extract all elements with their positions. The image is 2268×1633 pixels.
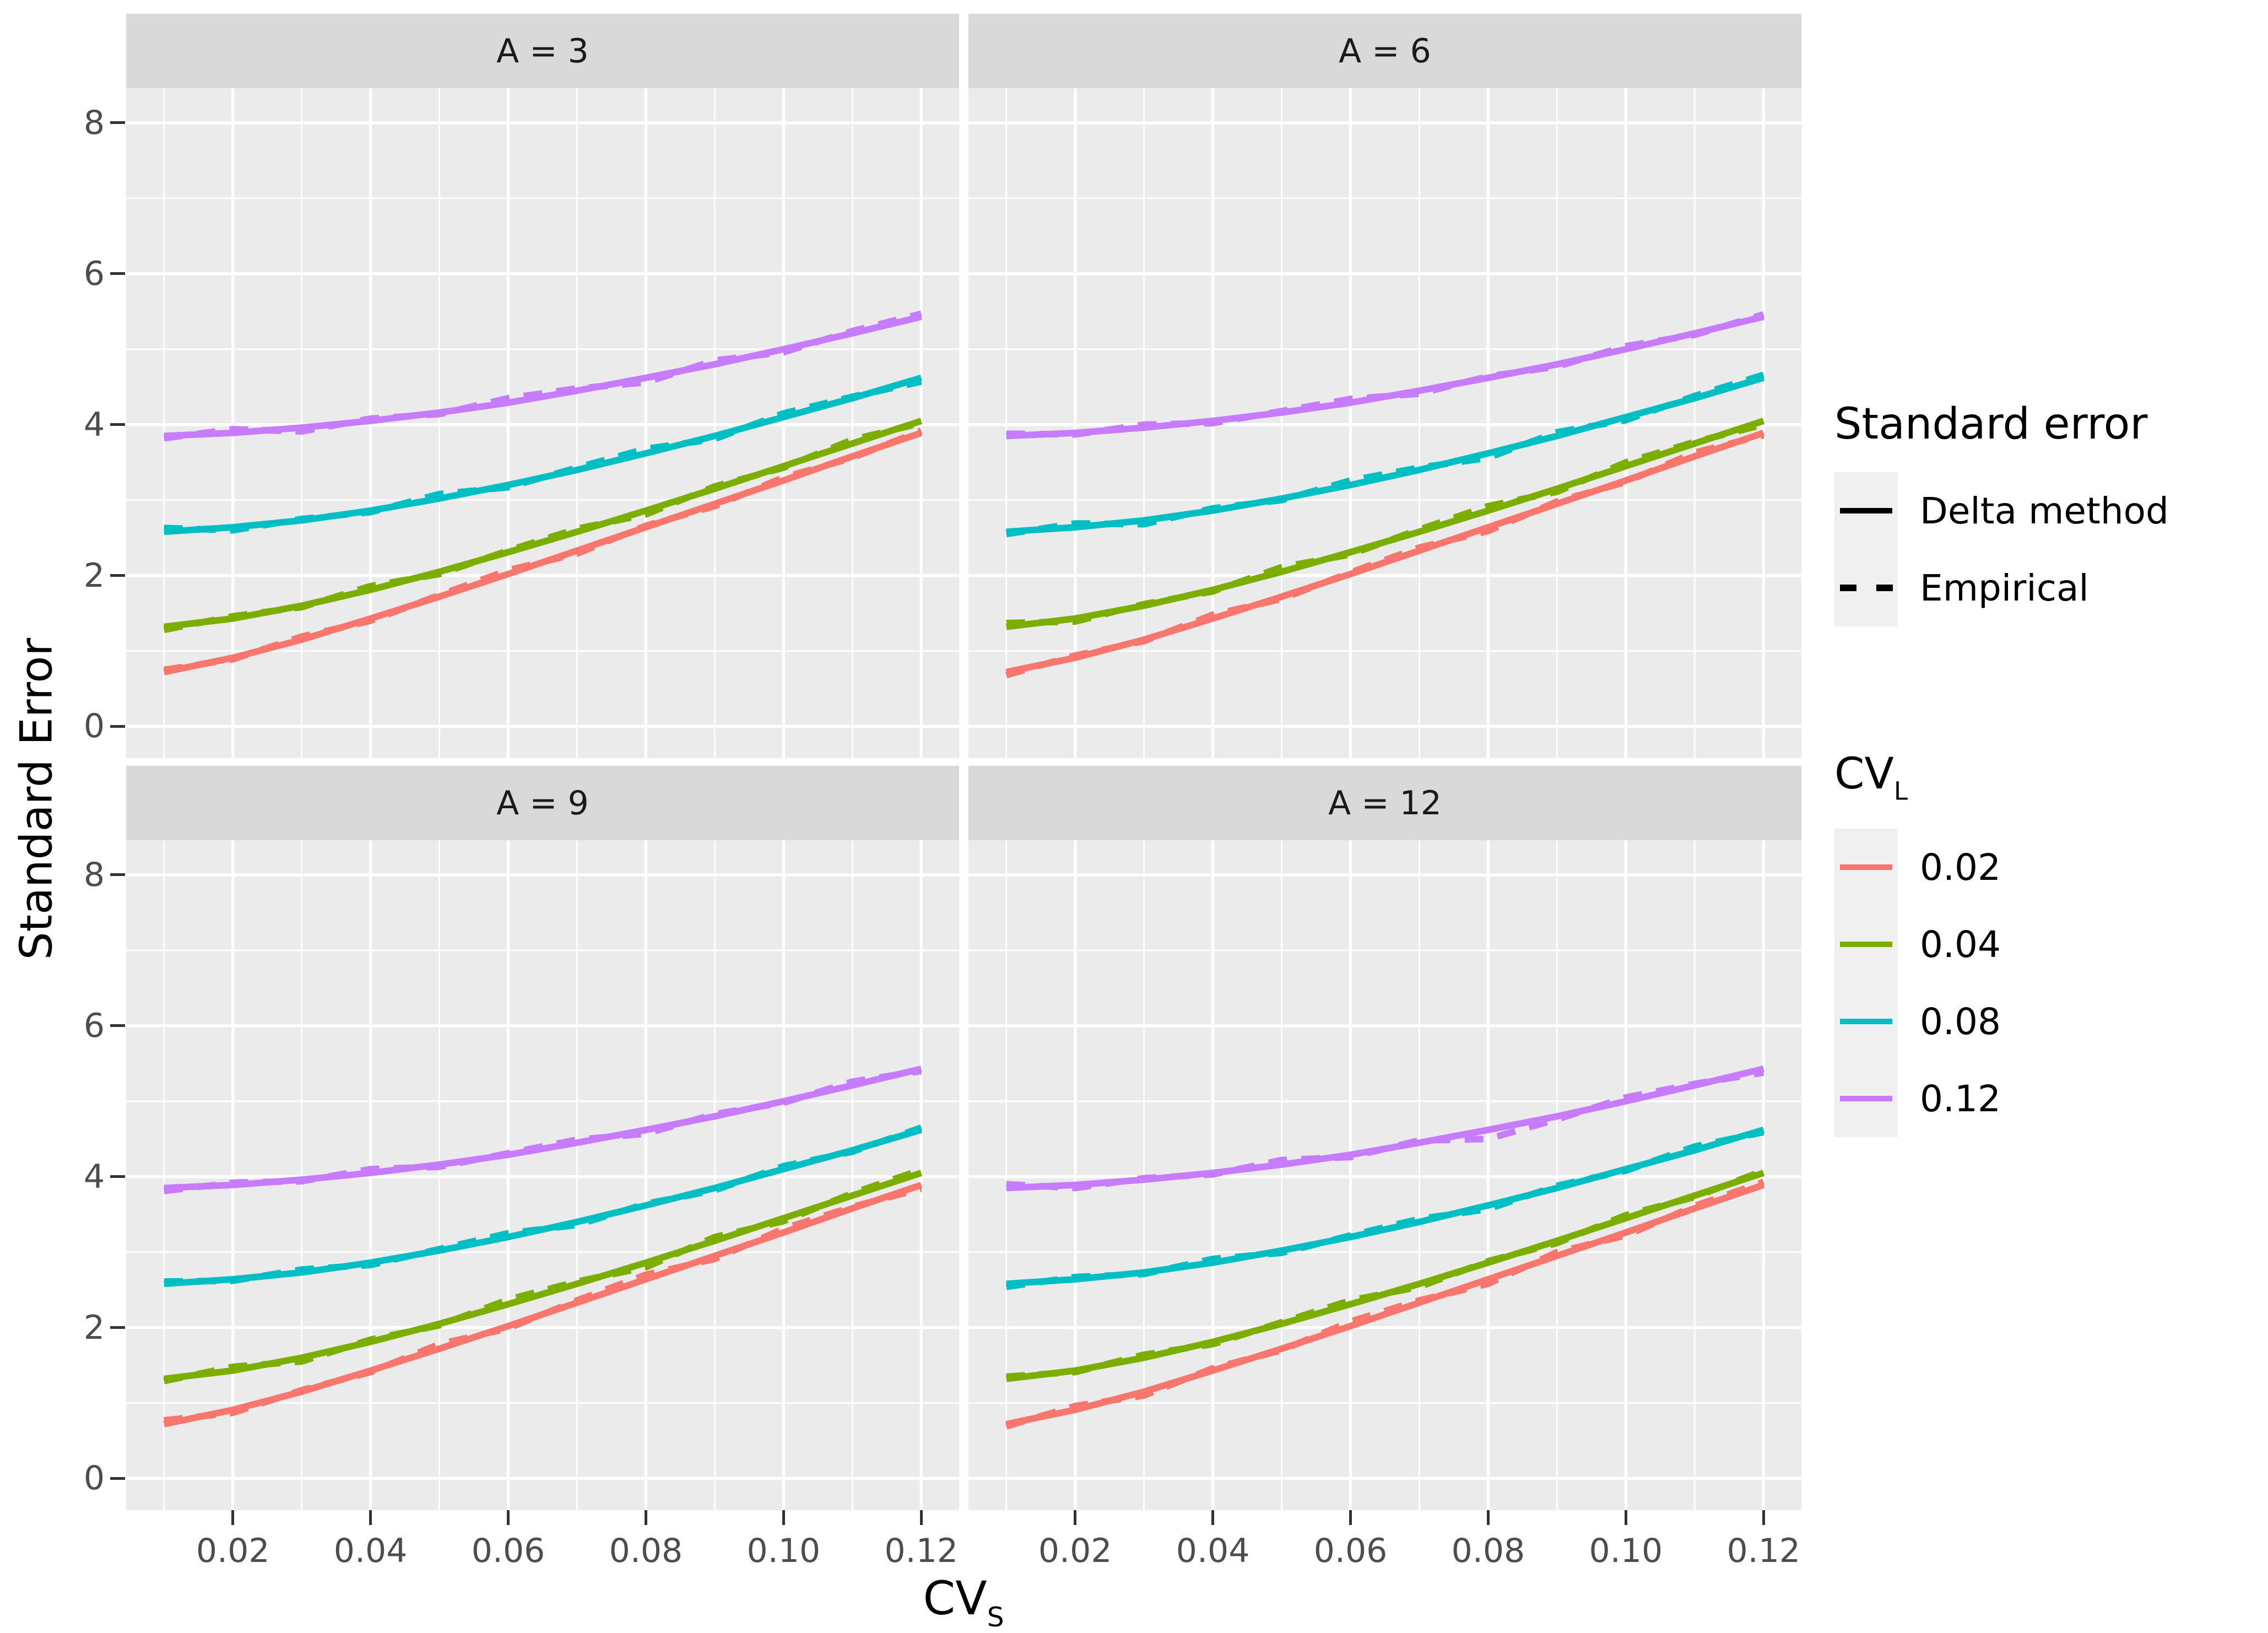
y-axis-tick (110, 423, 125, 426)
facet-panel-a3 (126, 88, 959, 758)
x-axis-tick (644, 1510, 647, 1525)
y-axis-tick (110, 121, 125, 125)
legend-color-title-subscript: L (1893, 776, 1908, 806)
legend-linetype-title: Standard error (1834, 399, 2148, 449)
legend-item-cvl-002: 0.02 (1834, 829, 2001, 906)
legend-key-cvl-004 (1834, 906, 1898, 983)
x-axis-tick (1486, 1510, 1490, 1525)
legend-key-dashed-line (1834, 549, 1898, 626)
legend-key-solid-line (1834, 472, 1898, 549)
legend-color-title: CVL (1834, 749, 2001, 805)
x-axis-tick-label: 0.02 (196, 1532, 270, 1570)
legend-color: CVL 0.02 0.04 0.08 (1834, 749, 2001, 1138)
y-axis-tick-label: 2 (83, 556, 105, 595)
x-axis-tick (1211, 1510, 1215, 1525)
legend-key-cvl-008 (1834, 983, 1898, 1061)
x-axis-tick-label: 0.04 (333, 1532, 408, 1570)
red-line-sample-icon (1840, 864, 1892, 870)
facet-panel-a6 (968, 88, 1801, 758)
x-axis-tick-label: 0.06 (471, 1532, 545, 1570)
legend-label-cvl-012: 0.12 (1920, 1077, 2001, 1120)
facet-panel-a12-plot (968, 840, 1801, 1510)
y-axis-tick-label: 2 (83, 1308, 105, 1347)
y-axis-title: Standard Error (11, 638, 62, 960)
x-axis-tick-label: 0.10 (746, 1532, 821, 1570)
teal-line-sample-icon (1840, 1019, 1892, 1025)
x-axis-tick-label: 0.04 (1176, 1532, 1250, 1570)
legend-label-cvl-004: 0.04 (1920, 923, 2001, 966)
facet-strip-a12-label: A = 12 (1328, 783, 1442, 823)
x-axis-tick-label: 0.10 (1589, 1532, 1663, 1570)
x-axis-tick-label: 0.12 (1726, 1532, 1801, 1570)
legend-key-cvl-002 (1834, 829, 1898, 906)
x-axis-tick (1074, 1510, 1077, 1525)
x-axis-tick (919, 1510, 923, 1525)
x-axis-title-subscript: S (987, 1602, 1004, 1633)
dashed-line-sample-icon (1840, 585, 1893, 591)
legend-label-cvl-008: 0.08 (1920, 1000, 2001, 1043)
x-axis-tick (1762, 1510, 1765, 1525)
y-axis-tick-label: 4 (83, 1157, 105, 1196)
y-axis-tick-label: 8 (83, 855, 105, 894)
y-axis-tick (110, 724, 125, 728)
facet-panel-a9 (126, 840, 959, 1510)
facet-strip-a3: A = 3 (126, 14, 959, 88)
y-axis-tick-label: 6 (83, 254, 105, 293)
y-axis-tick-label: 0 (83, 1459, 105, 1498)
x-axis-title: CVS (923, 1571, 1004, 1633)
facet-strip-a9-label: A = 9 (496, 783, 589, 823)
x-axis-tick (507, 1510, 510, 1525)
y-axis-tick (110, 574, 125, 577)
facet-strip-a12: A = 12 (968, 766, 1801, 840)
y-axis-tick (110, 272, 125, 275)
x-axis-tick-label: 0.12 (884, 1532, 959, 1570)
legend-key-cvl-012 (1834, 1060, 1898, 1138)
y-axis-tick (110, 1024, 125, 1028)
legend-label-cvl-002: 0.02 (1920, 846, 2001, 889)
facet-strip-a3-label: A = 3 (496, 31, 589, 71)
y-axis-tick-label: 0 (83, 707, 105, 746)
legend-item-cvl-008: 0.08 (1834, 983, 2001, 1061)
facet-strip-a9: A = 9 (126, 766, 959, 840)
legend-label-delta-method: Delta method (1920, 489, 2169, 532)
legend-item-delta-method: Delta method (1834, 472, 2169, 549)
x-axis-tick (369, 1510, 372, 1525)
facet-panel-a12 (968, 840, 1801, 1510)
facet-panel-a6-plot (968, 88, 1801, 758)
x-axis-tick (231, 1510, 235, 1525)
x-axis-tick (1624, 1510, 1627, 1525)
y-axis-tick-label: 6 (83, 1006, 105, 1045)
x-axis-title-text: CV (923, 1571, 987, 1625)
legend-linetype: Standard error Delta method Empirical (1834, 399, 2169, 626)
facet-strip-a6: A = 6 (968, 14, 1801, 88)
facet-panel-a9-plot (126, 840, 959, 1510)
facet-panel-a3-plot (126, 88, 959, 758)
y-axis-tick-label: 4 (83, 405, 105, 444)
green-line-sample-icon (1840, 942, 1892, 948)
purple-line-sample-icon (1840, 1096, 1892, 1102)
x-axis-tick-label: 0.02 (1038, 1532, 1112, 1570)
legend-label-empirical: Empirical (1920, 566, 2089, 609)
y-axis-tick (110, 873, 125, 877)
legend-color-title-text: CV (1834, 749, 1894, 799)
x-axis-tick (1349, 1510, 1352, 1525)
y-axis-tick-label: 8 (83, 103, 105, 142)
facet-strip-a6-label: A = 6 (1339, 31, 1431, 71)
y-axis-tick (110, 1326, 125, 1329)
y-axis-tick (110, 1477, 125, 1480)
legend-item-cvl-012: 0.12 (1834, 1060, 2001, 1138)
legend-item-cvl-004: 0.04 (1834, 906, 2001, 983)
x-axis-tick-label: 0.08 (609, 1532, 683, 1570)
y-axis-title-text: Standard Error (10, 637, 62, 960)
y-axis-tick (110, 1175, 125, 1178)
x-axis-tick-label: 0.08 (1451, 1532, 1525, 1570)
legend-item-empirical: Empirical (1834, 549, 2169, 626)
x-axis-tick-label: 0.06 (1313, 1532, 1388, 1570)
x-axis-tick (782, 1510, 785, 1525)
solid-line-sample-icon (1840, 508, 1892, 513)
